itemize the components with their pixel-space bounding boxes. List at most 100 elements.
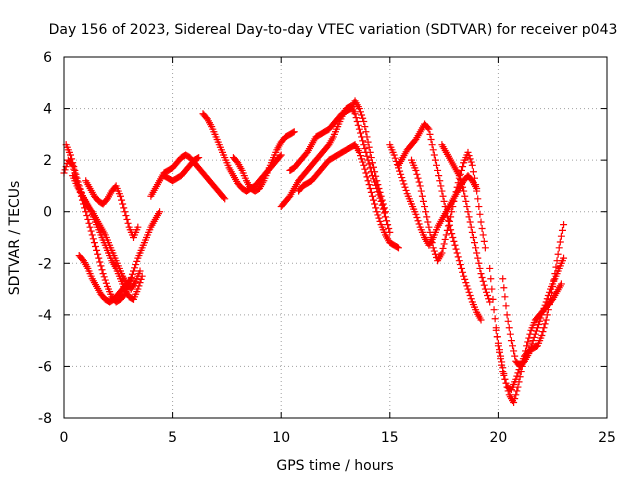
data-point <box>503 311 511 319</box>
data-point <box>509 342 517 350</box>
data-point <box>477 270 485 278</box>
data-point <box>354 121 362 129</box>
data-point <box>351 110 359 118</box>
data-point <box>448 230 456 238</box>
data-point <box>449 203 457 211</box>
data-point <box>502 379 510 387</box>
y-tick-label: -8 <box>38 411 52 427</box>
data-point <box>390 151 398 159</box>
data-point <box>513 372 521 380</box>
data-point <box>438 249 446 257</box>
data-point <box>438 187 446 195</box>
data-point <box>363 173 371 181</box>
data-point <box>373 177 381 185</box>
data-point <box>478 224 486 232</box>
data-point <box>440 197 448 205</box>
data-point <box>364 138 372 146</box>
data-point <box>84 215 92 223</box>
data-point <box>290 128 298 136</box>
data-point <box>398 174 406 182</box>
data-point <box>220 194 228 202</box>
data-point <box>122 212 130 220</box>
data-point <box>127 275 135 283</box>
data-point <box>94 250 102 258</box>
axis-ticks: 0 5 10 15 20 25 -8 -6 -4 -2 0 2 4 6 <box>38 50 616 446</box>
data-point <box>101 276 109 284</box>
data-point <box>473 187 481 195</box>
data-point <box>459 163 467 171</box>
y-tick-label: 6 <box>43 50 52 66</box>
data-point <box>72 170 80 178</box>
data-point <box>134 223 142 231</box>
data-point <box>451 192 459 200</box>
data-point <box>361 145 369 153</box>
data-point <box>368 159 376 167</box>
data-point <box>528 340 536 348</box>
data-point <box>440 240 448 248</box>
x-tick-label: 5 <box>168 430 177 446</box>
data-point <box>365 181 373 189</box>
data-point <box>524 338 532 346</box>
data-point <box>424 124 432 132</box>
data-point <box>427 234 435 241</box>
data-point <box>85 219 93 227</box>
data-point <box>194 154 202 162</box>
data-point <box>504 317 512 325</box>
data-point <box>136 279 144 287</box>
data-point <box>373 208 381 216</box>
data-point <box>493 333 501 341</box>
data-point <box>361 165 369 173</box>
data-point <box>378 196 386 204</box>
data-point <box>490 306 498 314</box>
data-point <box>100 273 108 281</box>
data-point <box>557 232 565 240</box>
data-point <box>87 227 95 235</box>
data-point <box>501 293 509 301</box>
data-point <box>540 304 548 312</box>
data-point <box>359 114 367 122</box>
data-point <box>368 192 376 200</box>
x-tick-label: 10 <box>272 430 290 446</box>
data-point <box>498 358 506 366</box>
x-tick-label: 15 <box>381 430 399 446</box>
data-point <box>506 330 514 338</box>
data-point <box>452 188 460 196</box>
data-point <box>362 169 370 177</box>
data-point <box>486 264 494 272</box>
data-series-track-d <box>75 252 135 306</box>
data-point <box>538 331 546 339</box>
data-point <box>375 185 383 193</box>
data-series-track-f <box>147 151 229 203</box>
data-point <box>482 288 490 296</box>
data-point <box>481 285 489 293</box>
data-point <box>413 170 421 178</box>
data-point <box>397 170 405 178</box>
data-point <box>479 277 487 285</box>
data-point <box>402 186 410 194</box>
data-point <box>352 114 360 122</box>
data-point <box>138 272 146 280</box>
data-point <box>475 259 483 267</box>
data-point <box>429 146 437 154</box>
data-point <box>455 172 463 180</box>
data-point <box>527 343 535 351</box>
data-point <box>368 172 376 180</box>
data-point <box>497 352 505 360</box>
data-point <box>510 399 518 407</box>
data-point <box>379 200 387 208</box>
data-point <box>385 224 393 232</box>
data-point <box>353 117 361 125</box>
data-point <box>466 292 474 300</box>
data-point <box>383 217 391 225</box>
data-point <box>421 203 429 211</box>
data-point <box>131 264 139 272</box>
data-point <box>276 152 284 160</box>
data-point <box>376 217 384 225</box>
data-point <box>375 214 383 222</box>
data-point <box>461 192 469 200</box>
data-point <box>399 177 407 185</box>
data-point <box>450 197 458 205</box>
data-point <box>502 302 510 310</box>
data-point <box>359 137 367 145</box>
data-point <box>366 185 374 193</box>
